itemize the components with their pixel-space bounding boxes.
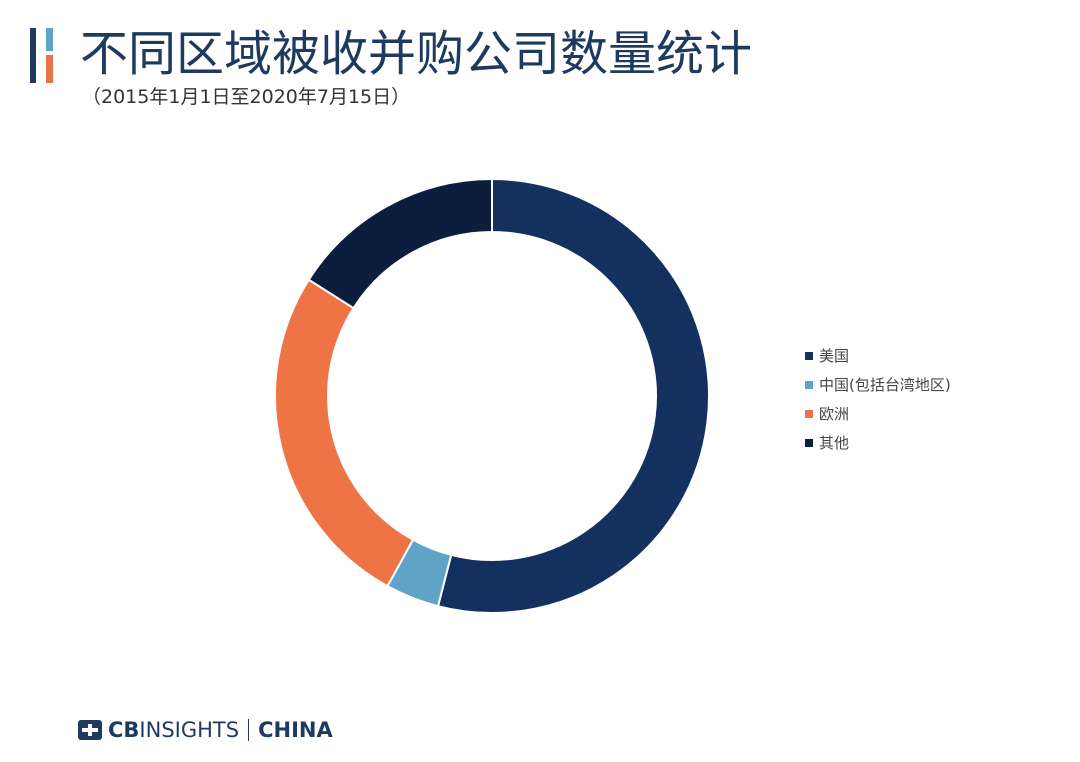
legend-item-us: 美国: [805, 341, 951, 370]
legend-item-europe: 欧洲: [805, 399, 951, 428]
donut-slice-other: [307, 177, 493, 310]
legend-swatch-china: [805, 380, 813, 389]
donut-slice-us: [436, 177, 710, 614]
legend-label-europe: 欧洲: [819, 405, 850, 423]
legend-swatch-us: [805, 351, 813, 360]
page-title: 不同区域被收并购公司数量统计: [80, 26, 753, 82]
legend-item-china: 中国(包括台湾地区): [805, 370, 951, 399]
cbinsights-logo-icon: [78, 720, 102, 740]
donut-slice-europe: [274, 278, 415, 588]
page-subtitle: （2015年1月1日至2020年7月15日）: [82, 86, 411, 108]
title-accent-bar-orange: [46, 55, 53, 83]
logo-text-china: CHINA: [258, 718, 333, 742]
legend-label-other: 其他: [819, 434, 850, 452]
cbinsights-china-logo: CB INSIGHTS CHINA: [78, 716, 333, 744]
legend-swatch-europe: [805, 409, 813, 418]
title-accent-bar-blue: [46, 28, 53, 51]
chart-slices: [274, 177, 710, 614]
logo-text-insights: INSIGHTS: [139, 718, 240, 742]
legend-label-us: 美国: [819, 347, 850, 365]
logo-divider: [248, 719, 250, 741]
title-accent-bar-dark: [30, 28, 36, 83]
legend-label-china: 中国(包括台湾地区): [819, 376, 951, 394]
legend-swatch-other: [805, 438, 813, 447]
chart-legend: 美国 中国(包括台湾地区) 欧洲 其他: [805, 341, 951, 457]
legend-item-other: 其他: [805, 428, 951, 457]
logo-text-cb: CB: [108, 718, 140, 742]
